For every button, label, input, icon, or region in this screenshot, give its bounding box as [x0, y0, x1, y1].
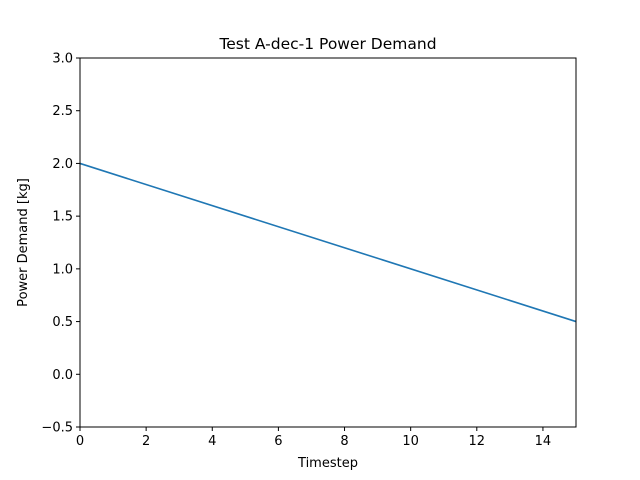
x-tick-label: 8 — [340, 434, 348, 449]
y-axis-ticks: −0.5 0.0 0.5 1.0 1.5 2.0 2.5 3.0 — [41, 52, 80, 436]
series-line-group — [79, 162, 577, 323]
x-tick-label: 14 — [535, 434, 552, 449]
y-tick-label: 3.0 — [52, 52, 73, 67]
x-tick-label: 2 — [142, 434, 150, 449]
x-axis-ticks: 0 2 4 6 8 10 12 14 — [76, 427, 551, 449]
x-tick-label: 4 — [208, 434, 216, 449]
y-tick-label: 1.5 — [52, 210, 73, 225]
x-axis-title: Timestep — [297, 456, 358, 471]
series-line — [79, 162, 577, 323]
y-tick-label: 0.0 — [52, 368, 73, 383]
y-tick-label: −0.5 — [41, 421, 73, 436]
x-tick-label: 10 — [402, 434, 419, 449]
x-tick-label: 12 — [469, 434, 486, 449]
plot-frame — [79, 57, 577, 428]
x-tick-label: 0 — [76, 434, 84, 449]
y-tick-label: 2.0 — [52, 157, 73, 172]
chart-title: Test A-dec-1 Power Demand — [218, 35, 436, 53]
y-tick-label: 1.0 — [52, 262, 73, 277]
y-tick-label: 0.5 — [52, 315, 73, 330]
y-axis-title: Power Demand [kg] — [16, 178, 31, 307]
x-tick-label: 6 — [274, 434, 282, 449]
y-tick-label: 2.5 — [52, 104, 73, 119]
